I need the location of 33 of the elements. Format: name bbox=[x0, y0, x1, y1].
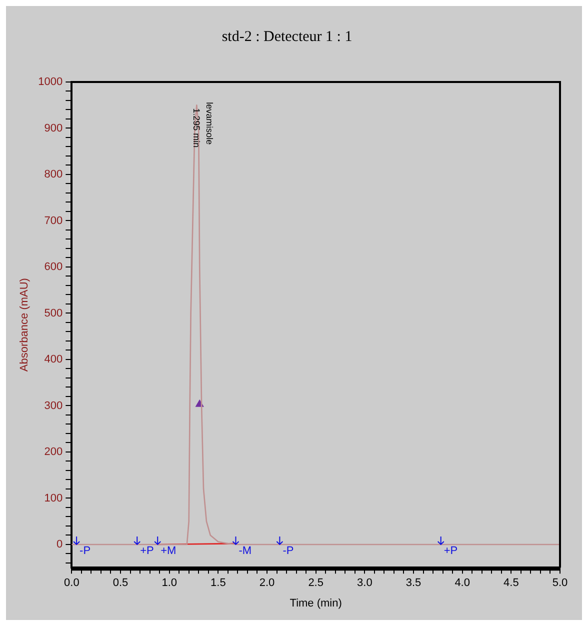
x-tick-label: 1.0 bbox=[162, 577, 177, 590]
x-tick-label: 4.5 bbox=[504, 577, 519, 590]
y-tick-label: 0 bbox=[56, 538, 63, 551]
y-tick-label: 300 bbox=[44, 400, 63, 412]
y-tick-label: 1000 bbox=[38, 76, 63, 88]
y-tick-label: 400 bbox=[44, 354, 63, 366]
x-tick-label: 3.0 bbox=[357, 577, 372, 590]
annotation: -P bbox=[282, 545, 294, 558]
y-tick-label: 100 bbox=[44, 492, 63, 504]
annotation: +M bbox=[160, 545, 176, 558]
x-tick-label: 2.5 bbox=[308, 577, 324, 590]
x-tick-label: 2.0 bbox=[259, 577, 275, 590]
y-tick-label: 500 bbox=[44, 307, 63, 320]
x-tick-label: 5.0 bbox=[552, 577, 568, 590]
annotation: levamisole bbox=[204, 102, 215, 145]
annotation: -M bbox=[238, 545, 252, 558]
y-tick-label: 600 bbox=[44, 261, 63, 274]
annotation: +P bbox=[140, 545, 154, 558]
y-axis-title: Absorbance (mAU) bbox=[18, 278, 31, 372]
y-tick-label: 800 bbox=[44, 168, 63, 181]
x-tick-label: 1.5 bbox=[210, 577, 226, 590]
x-tick-label: 3.5 bbox=[406, 577, 422, 590]
x-axis-title: Time (min) bbox=[290, 597, 342, 610]
y-tick-label: 900 bbox=[44, 122, 63, 134]
y-tick-label: 700 bbox=[44, 214, 63, 227]
annotation: -P bbox=[80, 545, 91, 558]
y-tick-label: 200 bbox=[44, 446, 63, 458]
chart-title: std-2 : Detecteur 1 : 1 bbox=[222, 28, 352, 45]
x-tick-label: 0.0 bbox=[64, 577, 80, 590]
annotation: +P bbox=[444, 545, 458, 558]
annotation: 1.295 min bbox=[192, 108, 202, 148]
x-tick-label: 0.5 bbox=[112, 577, 128, 590]
x-tick-label: 4.0 bbox=[454, 577, 470, 590]
